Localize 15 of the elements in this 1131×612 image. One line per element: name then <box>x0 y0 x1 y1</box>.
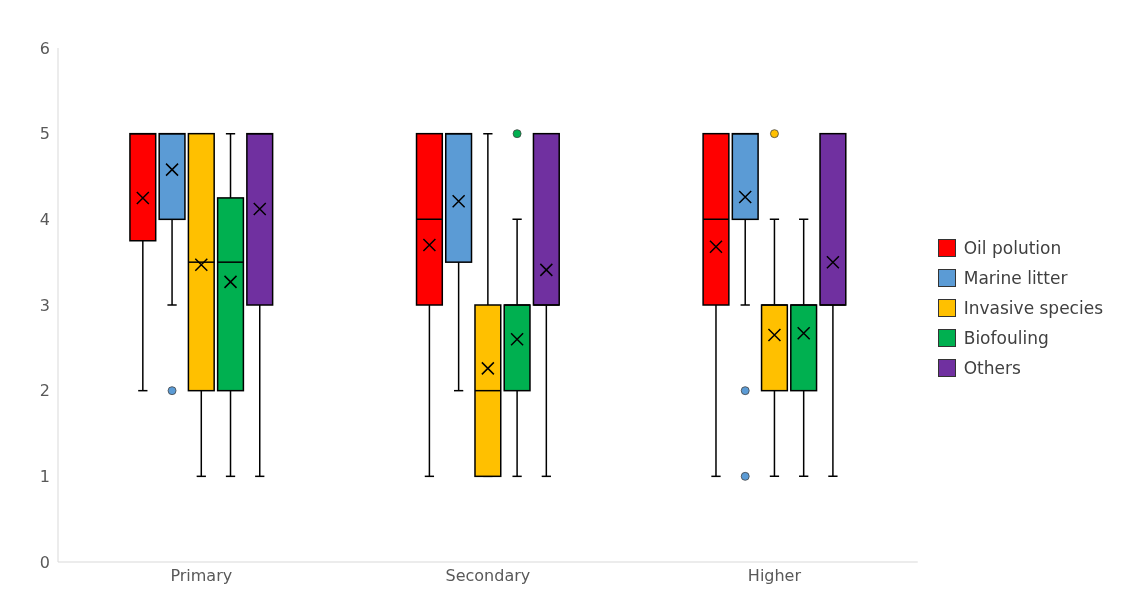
legend-label: Oil polution <box>963 238 1062 258</box>
legend-label: Invasive species <box>963 298 1103 318</box>
legend-label: Biofouling <box>963 328 1049 348</box>
y-tick-label: 3 <box>39 295 50 315</box>
legend-label: Marine litter <box>963 268 1068 288</box>
x-tick-label: Secondary <box>445 566 531 586</box>
y-tick-label: 0 <box>39 552 50 572</box>
legend-label: Others <box>963 358 1021 378</box>
x-tick-label: Higher <box>747 566 802 586</box>
y-tick-label: 4 <box>39 210 50 230</box>
y-tick-label: 5 <box>39 124 50 144</box>
y-tick-label: 6 <box>39 38 50 58</box>
y-tick-label: 2 <box>39 381 50 401</box>
x-tick-label: Primary <box>170 566 233 586</box>
y-tick-label: 1 <box>39 467 50 487</box>
